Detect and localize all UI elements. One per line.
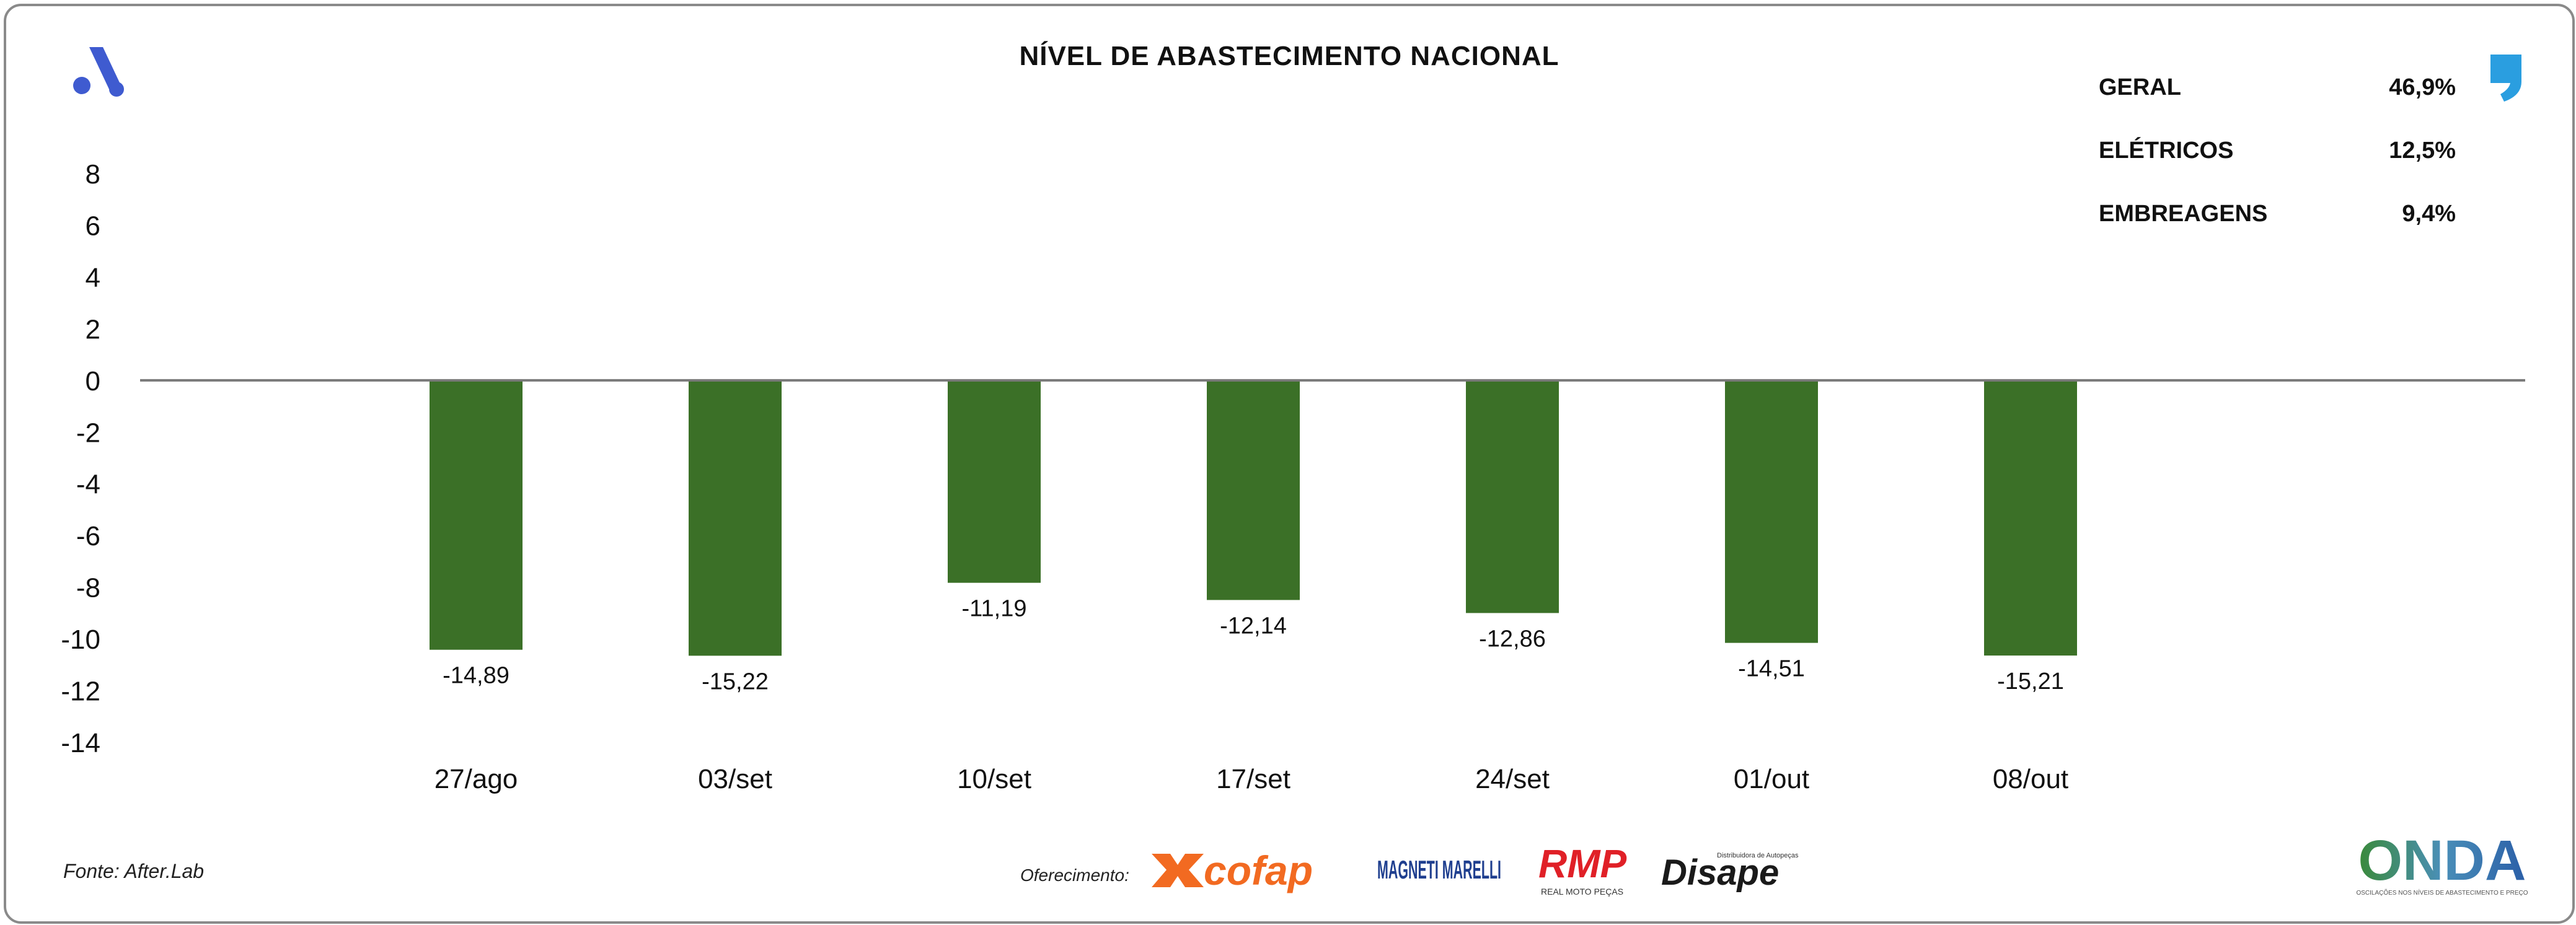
magneti-marelli-logo: MAGNETI MARELLI (1377, 855, 1501, 884)
x-tick-label: 24/set (1475, 764, 1550, 794)
bar (1207, 380, 1300, 600)
y-tick-label: -10 (61, 625, 100, 655)
sponsor-name: Disape (1661, 853, 1779, 893)
onda-tagline: OSCILAÇÕES NOS NÍVEIS DE ABASTECIMENTO E… (2356, 888, 2528, 897)
rmp-logo: RMP REAL MOTO PEÇAS (1538, 841, 1627, 897)
y-tick-label: 8 (86, 159, 100, 190)
stat-value: 46,9% (2389, 74, 2456, 100)
bar (948, 380, 1041, 583)
sponsor-name: MAGNETI MARELLI (1377, 855, 1501, 884)
sponsor-name: RMP (1538, 841, 1627, 886)
y-tick-label: 0 (86, 366, 100, 397)
stat-value: 9,4% (2402, 201, 2456, 227)
quote-icon (2490, 55, 2521, 102)
data-label: -15,21 (1997, 669, 2064, 695)
stat-row-embreagens: EMBREAGENS 9,4% (2099, 201, 2471, 264)
x-tick-label: 17/set (1216, 764, 1290, 794)
x-tick-label: 01/out (1734, 764, 1809, 794)
onda-wordmark: ONDA (2358, 830, 2526, 892)
sponsor-tagline: Distribuidora de Autopeças (1717, 852, 1799, 859)
bar-chart: 8 6 4 2 0 -2 -4 -6 -8 -10 -12 -14 -14,89 27/ago -15,22… (61, 159, 2525, 794)
source-note: Fonte: After.Lab (63, 860, 205, 882)
sponsor-name: cofap (1204, 848, 1313, 893)
data-label: -12,86 (1479, 626, 1546, 652)
y-tick-label: -2 (76, 418, 100, 448)
x-tick-label: 08/out (1993, 764, 2068, 794)
data-label: -12,14 (1220, 613, 1287, 639)
after-lab-logo-icon (73, 47, 124, 97)
y-tick-label: -8 (76, 573, 100, 603)
disape-logo: Disape Distribuidora de Autopeças (1661, 852, 1799, 893)
y-tick-label: 2 (86, 314, 100, 344)
y-tick-label: -6 (76, 521, 100, 551)
x-tick-label: 10/set (957, 764, 1031, 794)
onda-logo: ONDA OSCILAÇÕES NOS NÍVEIS DE ABASTECIME… (2356, 830, 2528, 897)
bar (1725, 380, 1818, 643)
sponsor-tagline: REAL MOTO PEÇAS (1541, 887, 1623, 897)
stats-panel: GERAL 46,9% ELÉTRICOS 12,5% EMBREAGENS 9… (2099, 74, 2471, 264)
bar (1466, 380, 1559, 613)
chart-card: NÍVEL DE ABASTECIMENTO NACIONAL GERAL 46… (4, 4, 2575, 924)
x-tick-label: 27/ago (434, 764, 518, 794)
y-tick-label: -4 (76, 470, 100, 500)
y-tick-label: 6 (86, 211, 100, 241)
bar (1984, 380, 2077, 656)
stat-label: GERAL (2099, 74, 2181, 100)
chart-title: NÍVEL DE ABASTECIMENTO NACIONAL (1019, 41, 1559, 71)
cofap-logo: cofap (1152, 848, 1313, 893)
y-tick-label: -14 (61, 728, 100, 758)
stat-label: ELÉTRICOS (2099, 138, 2234, 164)
bar (689, 380, 782, 656)
sponsor-logos: cofap MAGNETI MARELLI RMP REAL MOTO PEÇA… (1152, 841, 1799, 897)
stat-value: 12,5% (2389, 138, 2456, 164)
data-label: -11,19 (962, 596, 1027, 622)
sponsor-label: Oferecimento: (1020, 866, 1129, 885)
stat-row-eletricos: ELÉTRICOS 12,5% (2099, 138, 2471, 201)
stat-row-geral: GERAL 46,9% (2099, 74, 2471, 138)
data-label: -14,89 (443, 663, 509, 689)
bar (430, 380, 523, 650)
data-label: -14,51 (1738, 656, 1805, 682)
y-tick-label: -12 (61, 677, 100, 707)
data-label: -15,22 (702, 669, 769, 695)
x-tick-label: 03/set (698, 764, 772, 794)
stat-label: EMBREAGENS (2099, 201, 2268, 227)
y-tick-label: 4 (86, 263, 100, 293)
